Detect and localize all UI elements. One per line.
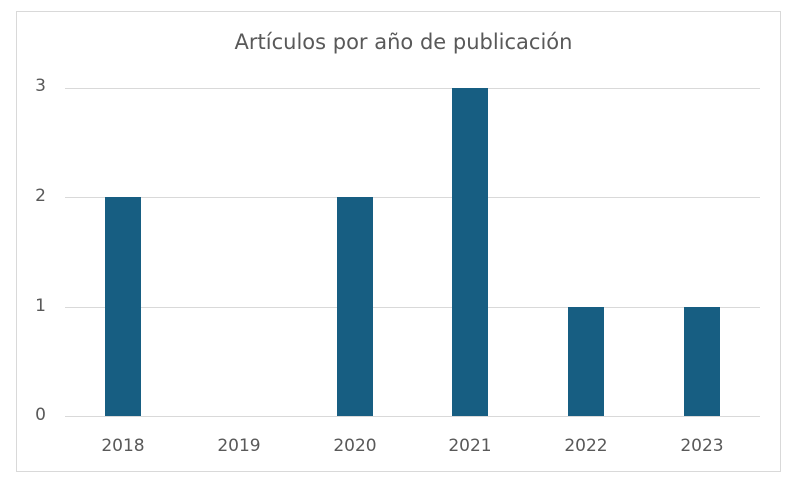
y-tick-2: 2: [35, 186, 46, 206]
y-tick-3: 3: [35, 76, 46, 96]
bar-2018: [104, 197, 141, 416]
x-tick-2018: 2018: [101, 436, 145, 456]
gridline-1: [65, 307, 760, 308]
bar-2020: [336, 197, 373, 416]
y-tick-1: 1: [35, 296, 46, 316]
chart-frame: [16, 11, 781, 472]
x-tick-2019: 2019: [217, 436, 261, 456]
x-tick-2020: 2020: [333, 436, 377, 456]
x-tick-2022: 2022: [564, 436, 608, 456]
y-tick-0: 0: [35, 405, 46, 425]
x-tick-2023: 2023: [680, 436, 724, 456]
x-tick-2021: 2021: [448, 436, 492, 456]
bar-2022: [568, 306, 605, 416]
gridline-3: [65, 88, 760, 89]
chart-title: Artículos por año de publicación: [234, 30, 573, 54]
x-axis-line: [65, 416, 760, 417]
bar-2023: [683, 306, 720, 416]
gridline-2: [65, 197, 760, 198]
bar-2021: [452, 87, 489, 416]
